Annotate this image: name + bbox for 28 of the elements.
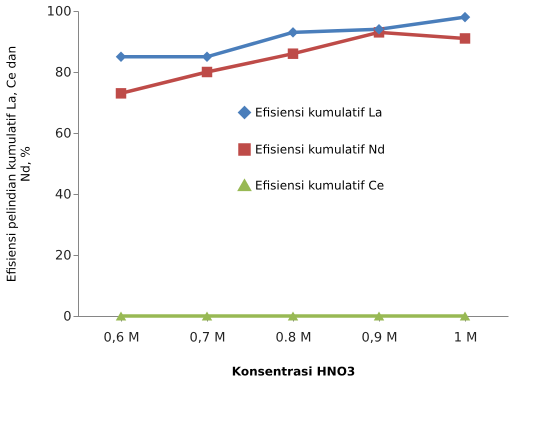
- point: [374, 24, 384, 35]
- y-axis-title: Efisiensi pelindian kumulatif La, Ce dan Nd, %: [4, 46, 33, 282]
- y-tick-label: 60: [54, 126, 72, 142]
- x-tick-label: 0,9 M: [361, 330, 398, 346]
- y-tick-label: 100: [46, 4, 72, 20]
- x-tick-label: 0,6 M: [103, 330, 140, 346]
- y-tick-label: 80: [54, 66, 72, 80]
- x-tick-label: 0,7 M: [189, 330, 226, 346]
- x-axis-title: Konsentrasi HNO3: [232, 364, 356, 378]
- legend-label: Efisiensi kumulatif Ce: [255, 178, 384, 192]
- point: [202, 311, 212, 321]
- y-tick-label: 0: [63, 310, 72, 324]
- point: [374, 311, 384, 321]
- point: [202, 66, 212, 78]
- point: [460, 12, 470, 22]
- point: [116, 88, 126, 99]
- point: [460, 33, 470, 44]
- legend-label: Efisiensi kumulatif La: [255, 106, 382, 120]
- x-tick-label: 0.8 M: [275, 330, 312, 346]
- legend-label: Efisiensi kumulatif Nd: [255, 142, 385, 156]
- point: [288, 48, 298, 59]
- x-tick-label: 1 M: [454, 330, 478, 346]
- point: [460, 311, 470, 321]
- point: [288, 27, 298, 38]
- y-tick-label: 20: [54, 248, 72, 264]
- point: [288, 311, 298, 321]
- y-tick-label: 40: [54, 188, 72, 202]
- point: [116, 311, 126, 321]
